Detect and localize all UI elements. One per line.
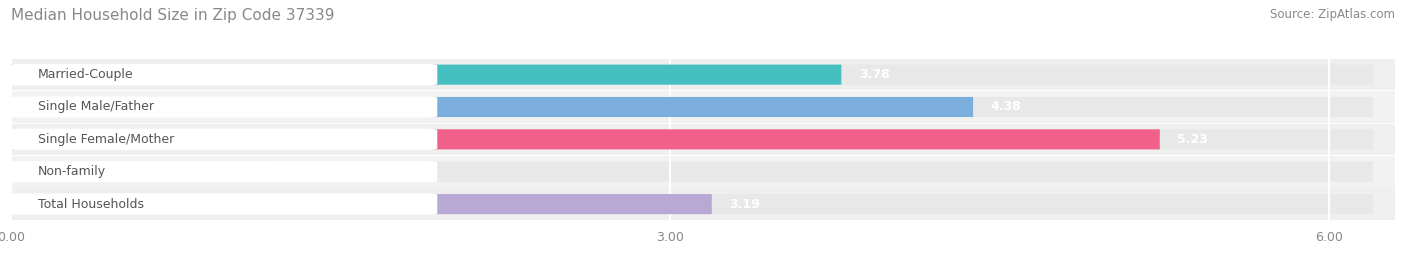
Text: Single Female/Mother: Single Female/Mother <box>38 133 174 146</box>
FancyBboxPatch shape <box>11 194 711 214</box>
Text: Source: ZipAtlas.com: Source: ZipAtlas.com <box>1270 8 1395 21</box>
FancyBboxPatch shape <box>11 188 1395 220</box>
FancyBboxPatch shape <box>8 96 437 118</box>
Text: 3.19: 3.19 <box>730 198 761 211</box>
FancyBboxPatch shape <box>11 194 1372 214</box>
FancyBboxPatch shape <box>11 91 1395 123</box>
Text: Total Households: Total Households <box>38 198 143 211</box>
FancyBboxPatch shape <box>8 129 437 150</box>
Text: 5.23: 5.23 <box>1177 133 1208 146</box>
Text: 1.19: 1.19 <box>290 165 321 178</box>
Text: 3.78: 3.78 <box>859 68 890 81</box>
FancyBboxPatch shape <box>11 156 1395 188</box>
Text: Single Male/Father: Single Male/Father <box>38 100 153 113</box>
FancyBboxPatch shape <box>8 193 437 215</box>
FancyBboxPatch shape <box>11 129 1160 149</box>
FancyBboxPatch shape <box>11 65 841 85</box>
FancyBboxPatch shape <box>8 64 437 85</box>
FancyBboxPatch shape <box>11 97 1372 117</box>
FancyBboxPatch shape <box>11 65 1372 85</box>
FancyBboxPatch shape <box>11 162 1372 182</box>
Text: Married-Couple: Married-Couple <box>38 68 134 81</box>
FancyBboxPatch shape <box>11 97 973 117</box>
Text: Median Household Size in Zip Code 37339: Median Household Size in Zip Code 37339 <box>11 8 335 23</box>
FancyBboxPatch shape <box>11 59 1395 91</box>
FancyBboxPatch shape <box>8 161 437 183</box>
Text: 4.38: 4.38 <box>991 100 1021 113</box>
FancyBboxPatch shape <box>11 162 273 182</box>
Text: Non-family: Non-family <box>38 165 105 178</box>
FancyBboxPatch shape <box>11 129 1372 149</box>
FancyBboxPatch shape <box>11 124 1395 155</box>
